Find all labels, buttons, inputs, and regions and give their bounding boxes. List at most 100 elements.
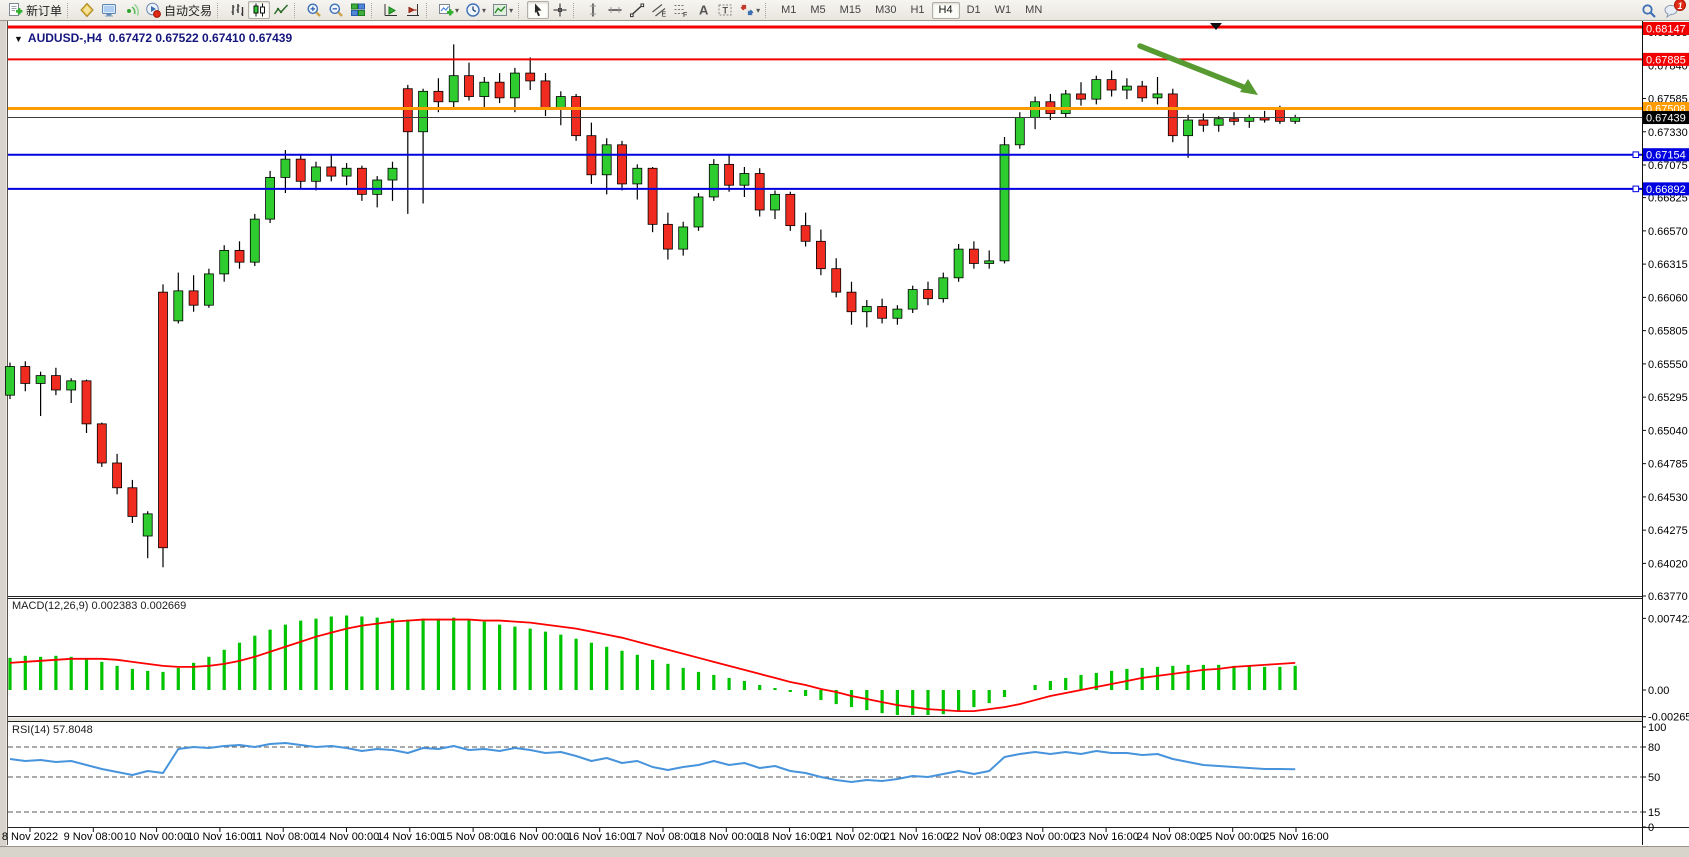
equidistant-channel-button[interactable]: E <box>648 1 670 19</box>
chart-shift-button[interactable] <box>402 1 424 19</box>
candle <box>35 375 46 384</box>
candle <box>999 144 1010 262</box>
timeframe-M1[interactable]: M1 <box>781 4 797 16</box>
toolbar-separator <box>518 2 525 18</box>
timeframe-M5[interactable]: M5 <box>810 4 826 16</box>
svg-text:F: F <box>683 12 687 18</box>
candle <box>173 290 184 322</box>
candle <box>418 90 429 133</box>
zoom-in-button[interactable] <box>303 1 325 19</box>
toolbar-separator <box>765 2 772 18</box>
signals-button[interactable] <box>120 1 142 19</box>
svg-text:21 Nov 02:00: 21 Nov 02:00 <box>820 831 885 843</box>
timeframe-D1[interactable]: D1 <box>966 4 981 16</box>
candle <box>372 179 383 195</box>
macd-indicator-label: MACD(12,26,9) 0.002383 0.002669 <box>12 600 187 612</box>
auto-scroll-button[interactable] <box>380 1 402 19</box>
chart-symbol-period: AUDUSD-,H4 <box>27 31 102 45</box>
candle <box>969 248 979 264</box>
svg-text:0.65295: 0.65295 <box>1648 392 1688 404</box>
candle <box>647 167 658 225</box>
toolbar: 新订单 自动交易 ▾ ▾ ▾ E F A T ▾ M1 M5 M15 M30 H1 H4 D1 W1 MN 1 <box>0 0 1689 21</box>
candle <box>770 193 780 211</box>
bar-chart-button[interactable] <box>226 1 248 19</box>
line-chart-button[interactable] <box>270 1 292 19</box>
line-drag-handle[interactable] <box>1632 185 1640 193</box>
timeframe-W1[interactable]: W1 <box>994 4 1012 16</box>
new-order-button[interactable]: 新订单 <box>4 1 65 19</box>
candle <box>433 90 444 103</box>
chart-shift-icon <box>407 4 420 16</box>
candle <box>66 380 77 391</box>
bar-chart-icon <box>231 4 244 16</box>
chart-shift-marker[interactable] <box>1210 23 1222 30</box>
svg-text:23 Nov 00:00: 23 Nov 00:00 <box>1010 831 1075 843</box>
candle <box>816 240 826 270</box>
crosshair-button[interactable] <box>549 1 571 19</box>
equidistant-channel-icon: E <box>652 4 667 18</box>
svg-text:0.67075: 0.67075 <box>1648 160 1688 172</box>
add-indicator-button[interactable]: ▾ <box>435 1 462 19</box>
candle <box>724 163 734 186</box>
candles-layer[interactable] <box>5 44 1301 568</box>
tile-windows-button[interactable] <box>347 1 369 19</box>
svg-text:0.00: 0.00 <box>1648 685 1669 697</box>
candle <box>754 173 765 211</box>
svg-text:10 Nov 00:00: 10 Nov 00:00 <box>124 831 189 843</box>
text-label-button[interactable]: T <box>714 1 736 19</box>
candle <box>112 462 122 489</box>
templates-button[interactable]: ▾ <box>489 1 516 19</box>
symbol-dropdown-icon[interactable]: ▼ <box>14 34 23 44</box>
timeframe-H1[interactable]: H1 <box>910 4 925 16</box>
candle <box>20 366 31 384</box>
svg-text:0.66060: 0.66060 <box>1648 292 1688 304</box>
fibonacci-button[interactable]: F <box>670 1 692 19</box>
candle <box>127 487 138 517</box>
timeframe-H4[interactable]: H4 <box>931 1 960 19</box>
macd-signal-line <box>9 618 1296 713</box>
svg-text:14 Nov 16:00: 14 Nov 16:00 <box>377 831 442 843</box>
charts-window-button[interactable] <box>98 1 120 19</box>
candle <box>632 167 643 185</box>
candle <box>708 163 719 198</box>
candle <box>1091 79 1102 100</box>
periods-button[interactable]: ▾ <box>462 1 489 19</box>
arrows-button[interactable]: ▾ <box>736 1 763 19</box>
candlestick-chart-icon <box>253 3 266 17</box>
cursor-button[interactable] <box>527 1 550 19</box>
text-icon: A <box>699 3 709 18</box>
svg-text:22 Nov 08:00: 22 Nov 08:00 <box>947 831 1012 843</box>
timeframe-M30[interactable]: M30 <box>875 4 897 16</box>
candle <box>249 218 260 263</box>
horizontal-levels-layer[interactable] <box>8 25 1642 193</box>
autotrading-button[interactable]: 自动交易 <box>142 1 215 19</box>
rsi-panel[interactable]: 100 80 50 15 0 <box>8 722 1666 834</box>
candle <box>1122 85 1132 91</box>
svg-text:8 Nov 2022: 8 Nov 2022 <box>2 831 58 843</box>
timeframe-M15[interactable]: M15 <box>839 4 862 16</box>
svg-text:18 Nov 16:00: 18 Nov 16:00 <box>757 831 822 843</box>
vertical-line-button[interactable] <box>582 1 604 19</box>
timeframe-MN[interactable]: MN <box>1025 4 1043 16</box>
text-button[interactable]: A <box>692 1 714 19</box>
trend-arrow-annotation[interactable] <box>1137 43 1258 95</box>
profile-button[interactable] <box>76 1 98 19</box>
zoom-out-button[interactable] <box>325 1 347 19</box>
chevron-down-icon: ▾ <box>455 5 460 15</box>
candle <box>1213 118 1224 126</box>
candle <box>1106 79 1117 91</box>
horizontal-line-button[interactable] <box>604 1 626 19</box>
trendline-button[interactable] <box>626 1 648 19</box>
candle <box>678 226 689 250</box>
chevron-down-icon: ▾ <box>482 5 487 15</box>
line-drag-handle[interactable] <box>1632 151 1640 159</box>
search-icon <box>1642 3 1656 18</box>
candlestick-chart-button[interactable] <box>248 1 271 19</box>
search-button[interactable] <box>1638 2 1660 20</box>
price-badges: 0.681470.678850.675080.674390.671540.668… <box>1643 22 1689 196</box>
svg-text:25 Nov 16:00: 25 Nov 16:00 <box>1263 831 1328 843</box>
chat-button[interactable]: 1 <box>1660 0 1686 20</box>
